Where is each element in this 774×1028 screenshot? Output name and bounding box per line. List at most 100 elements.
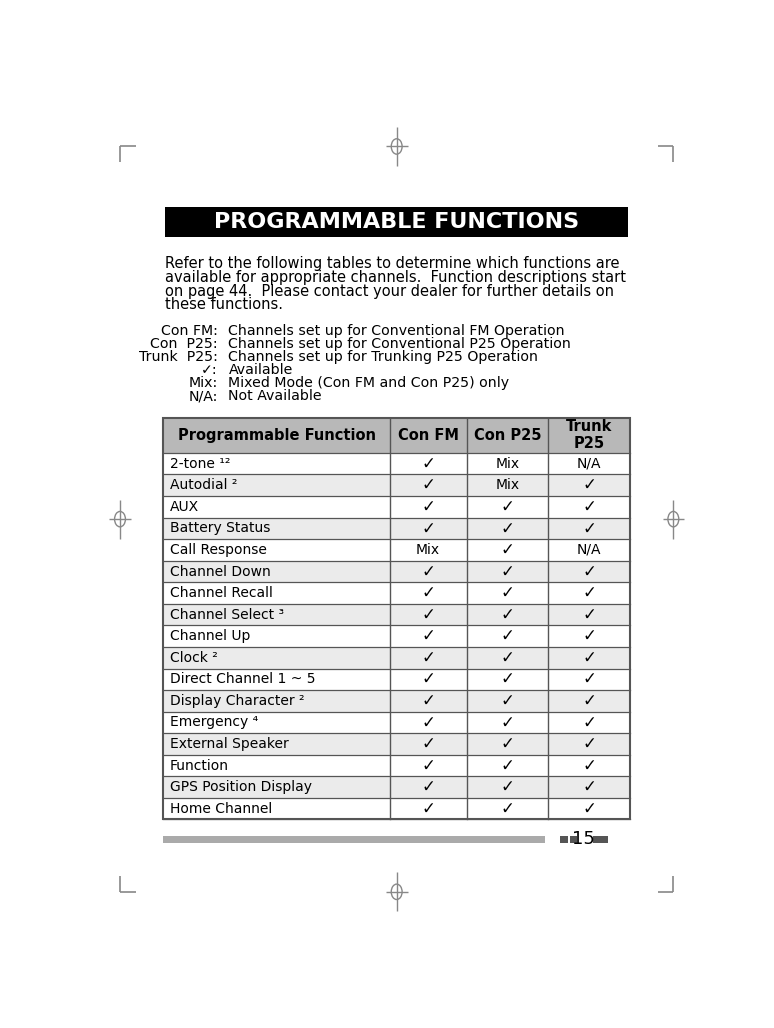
Text: Channels set up for Trunking P25 Operation: Channels set up for Trunking P25 Operati… [228,350,539,364]
FancyBboxPatch shape [163,560,630,582]
Text: available for appropriate channels.  Function descriptions start: available for appropriate channels. Func… [165,269,626,285]
Text: Refer to the following tables to determine which functions are: Refer to the following tables to determi… [165,256,619,270]
Text: GPS Position Display: GPS Position Display [170,780,312,794]
FancyBboxPatch shape [593,837,608,843]
Text: ✓: ✓ [421,476,435,494]
Text: ✓: ✓ [582,670,596,689]
Text: ✓: ✓ [501,562,515,581]
Text: ✓: ✓ [421,800,435,817]
Text: ✓: ✓ [582,476,596,494]
Text: ✓: ✓ [421,498,435,516]
Text: ✓: ✓ [421,584,435,602]
Text: Mix:: Mix: [188,376,217,390]
Text: ✓: ✓ [501,778,515,796]
Text: PROGRAMMABLE FUNCTIONS: PROGRAMMABLE FUNCTIONS [214,212,579,232]
Text: Trunk  P25:: Trunk P25: [139,350,217,364]
Text: on page 44.  Please contact your dealer for further details on: on page 44. Please contact your dealer f… [165,284,614,298]
Text: Battery Status: Battery Status [170,521,270,536]
FancyBboxPatch shape [163,690,630,711]
Text: ✓: ✓ [421,605,435,624]
Text: ✓: ✓ [421,735,435,752]
Text: ✓: ✓ [501,692,515,710]
Text: ✓: ✓ [421,757,435,774]
Text: ✓: ✓ [582,692,596,710]
FancyBboxPatch shape [163,798,630,819]
FancyBboxPatch shape [560,837,568,843]
Text: ✓: ✓ [582,735,596,752]
Text: ✓: ✓ [421,778,435,796]
Text: Not Available: Not Available [228,389,322,403]
Text: ✓: ✓ [582,562,596,581]
Text: Home Channel: Home Channel [170,802,272,815]
Text: Trunk
P25: Trunk P25 [566,419,612,451]
Text: Mix: Mix [495,478,519,492]
Text: ✓: ✓ [582,713,596,731]
Text: Con FM: Con FM [398,428,459,443]
Text: ✓: ✓ [501,584,515,602]
Text: ✓: ✓ [582,584,596,602]
Text: Clock ²: Clock ² [170,651,217,665]
Text: ✓: ✓ [582,649,596,667]
Text: AUX: AUX [170,500,199,514]
Text: ✓: ✓ [582,519,596,538]
FancyBboxPatch shape [163,497,630,518]
Text: ✓: ✓ [421,627,435,646]
Text: Mix: Mix [416,543,440,557]
Text: ✓: ✓ [582,498,596,516]
Text: these functions.: these functions. [165,297,283,313]
FancyBboxPatch shape [163,776,630,798]
Text: N/A: N/A [577,456,601,471]
Text: ✓: ✓ [501,757,515,774]
Text: Available: Available [228,363,293,377]
Text: ✓: ✓ [421,649,435,667]
FancyBboxPatch shape [163,755,630,776]
Text: ✓: ✓ [501,713,515,731]
Text: ✓: ✓ [582,778,596,796]
FancyBboxPatch shape [163,711,630,733]
Text: Emergency ⁴: Emergency ⁴ [170,715,258,730]
Text: Function: Function [170,759,228,772]
Text: 2-tone ¹²: 2-tone ¹² [170,456,230,471]
Text: Con  P25:: Con P25: [150,336,217,351]
Text: Channel Down: Channel Down [170,564,270,579]
Text: Autodial ²: Autodial ² [170,478,237,492]
Text: External Speaker: External Speaker [170,737,289,751]
FancyBboxPatch shape [163,518,630,539]
Text: ✓: ✓ [501,670,515,689]
Text: ✓: ✓ [421,670,435,689]
Text: Mixed Mode (Con FM and Con P25) only: Mixed Mode (Con FM and Con P25) only [228,376,509,390]
Text: Channel Select ³: Channel Select ³ [170,608,284,622]
Text: ✓: ✓ [582,627,596,646]
Text: Channels set up for Conventional P25 Operation: Channels set up for Conventional P25 Ope… [228,336,571,351]
Text: Display Character ²: Display Character ² [170,694,304,708]
Text: ✓: ✓ [501,498,515,516]
Text: ✓: ✓ [421,454,435,473]
Text: Con P25: Con P25 [474,428,541,443]
Text: ✓: ✓ [421,692,435,710]
FancyBboxPatch shape [163,733,630,755]
Text: ✓:: ✓: [201,363,217,377]
Text: Con FM:: Con FM: [161,324,217,337]
Text: 15: 15 [572,831,595,848]
FancyBboxPatch shape [570,837,577,843]
FancyBboxPatch shape [163,475,630,497]
Text: Direct Channel 1 ~ 5: Direct Channel 1 ~ 5 [170,672,315,687]
FancyBboxPatch shape [163,539,630,560]
Text: ✓: ✓ [501,605,515,624]
Text: ✓: ✓ [501,735,515,752]
Text: Call Response: Call Response [170,543,266,557]
FancyBboxPatch shape [163,417,630,453]
Text: ✓: ✓ [501,800,515,817]
FancyBboxPatch shape [163,582,630,603]
Text: ✓: ✓ [421,562,435,581]
Text: ✓: ✓ [582,757,596,774]
Text: Channel Recall: Channel Recall [170,586,272,600]
FancyBboxPatch shape [163,625,630,647]
Text: Mix: Mix [495,456,519,471]
Text: ✓: ✓ [501,649,515,667]
Text: N/A: N/A [577,543,601,557]
FancyBboxPatch shape [163,647,630,668]
FancyBboxPatch shape [163,837,545,843]
Text: ✓: ✓ [582,605,596,624]
Text: ✓: ✓ [421,519,435,538]
